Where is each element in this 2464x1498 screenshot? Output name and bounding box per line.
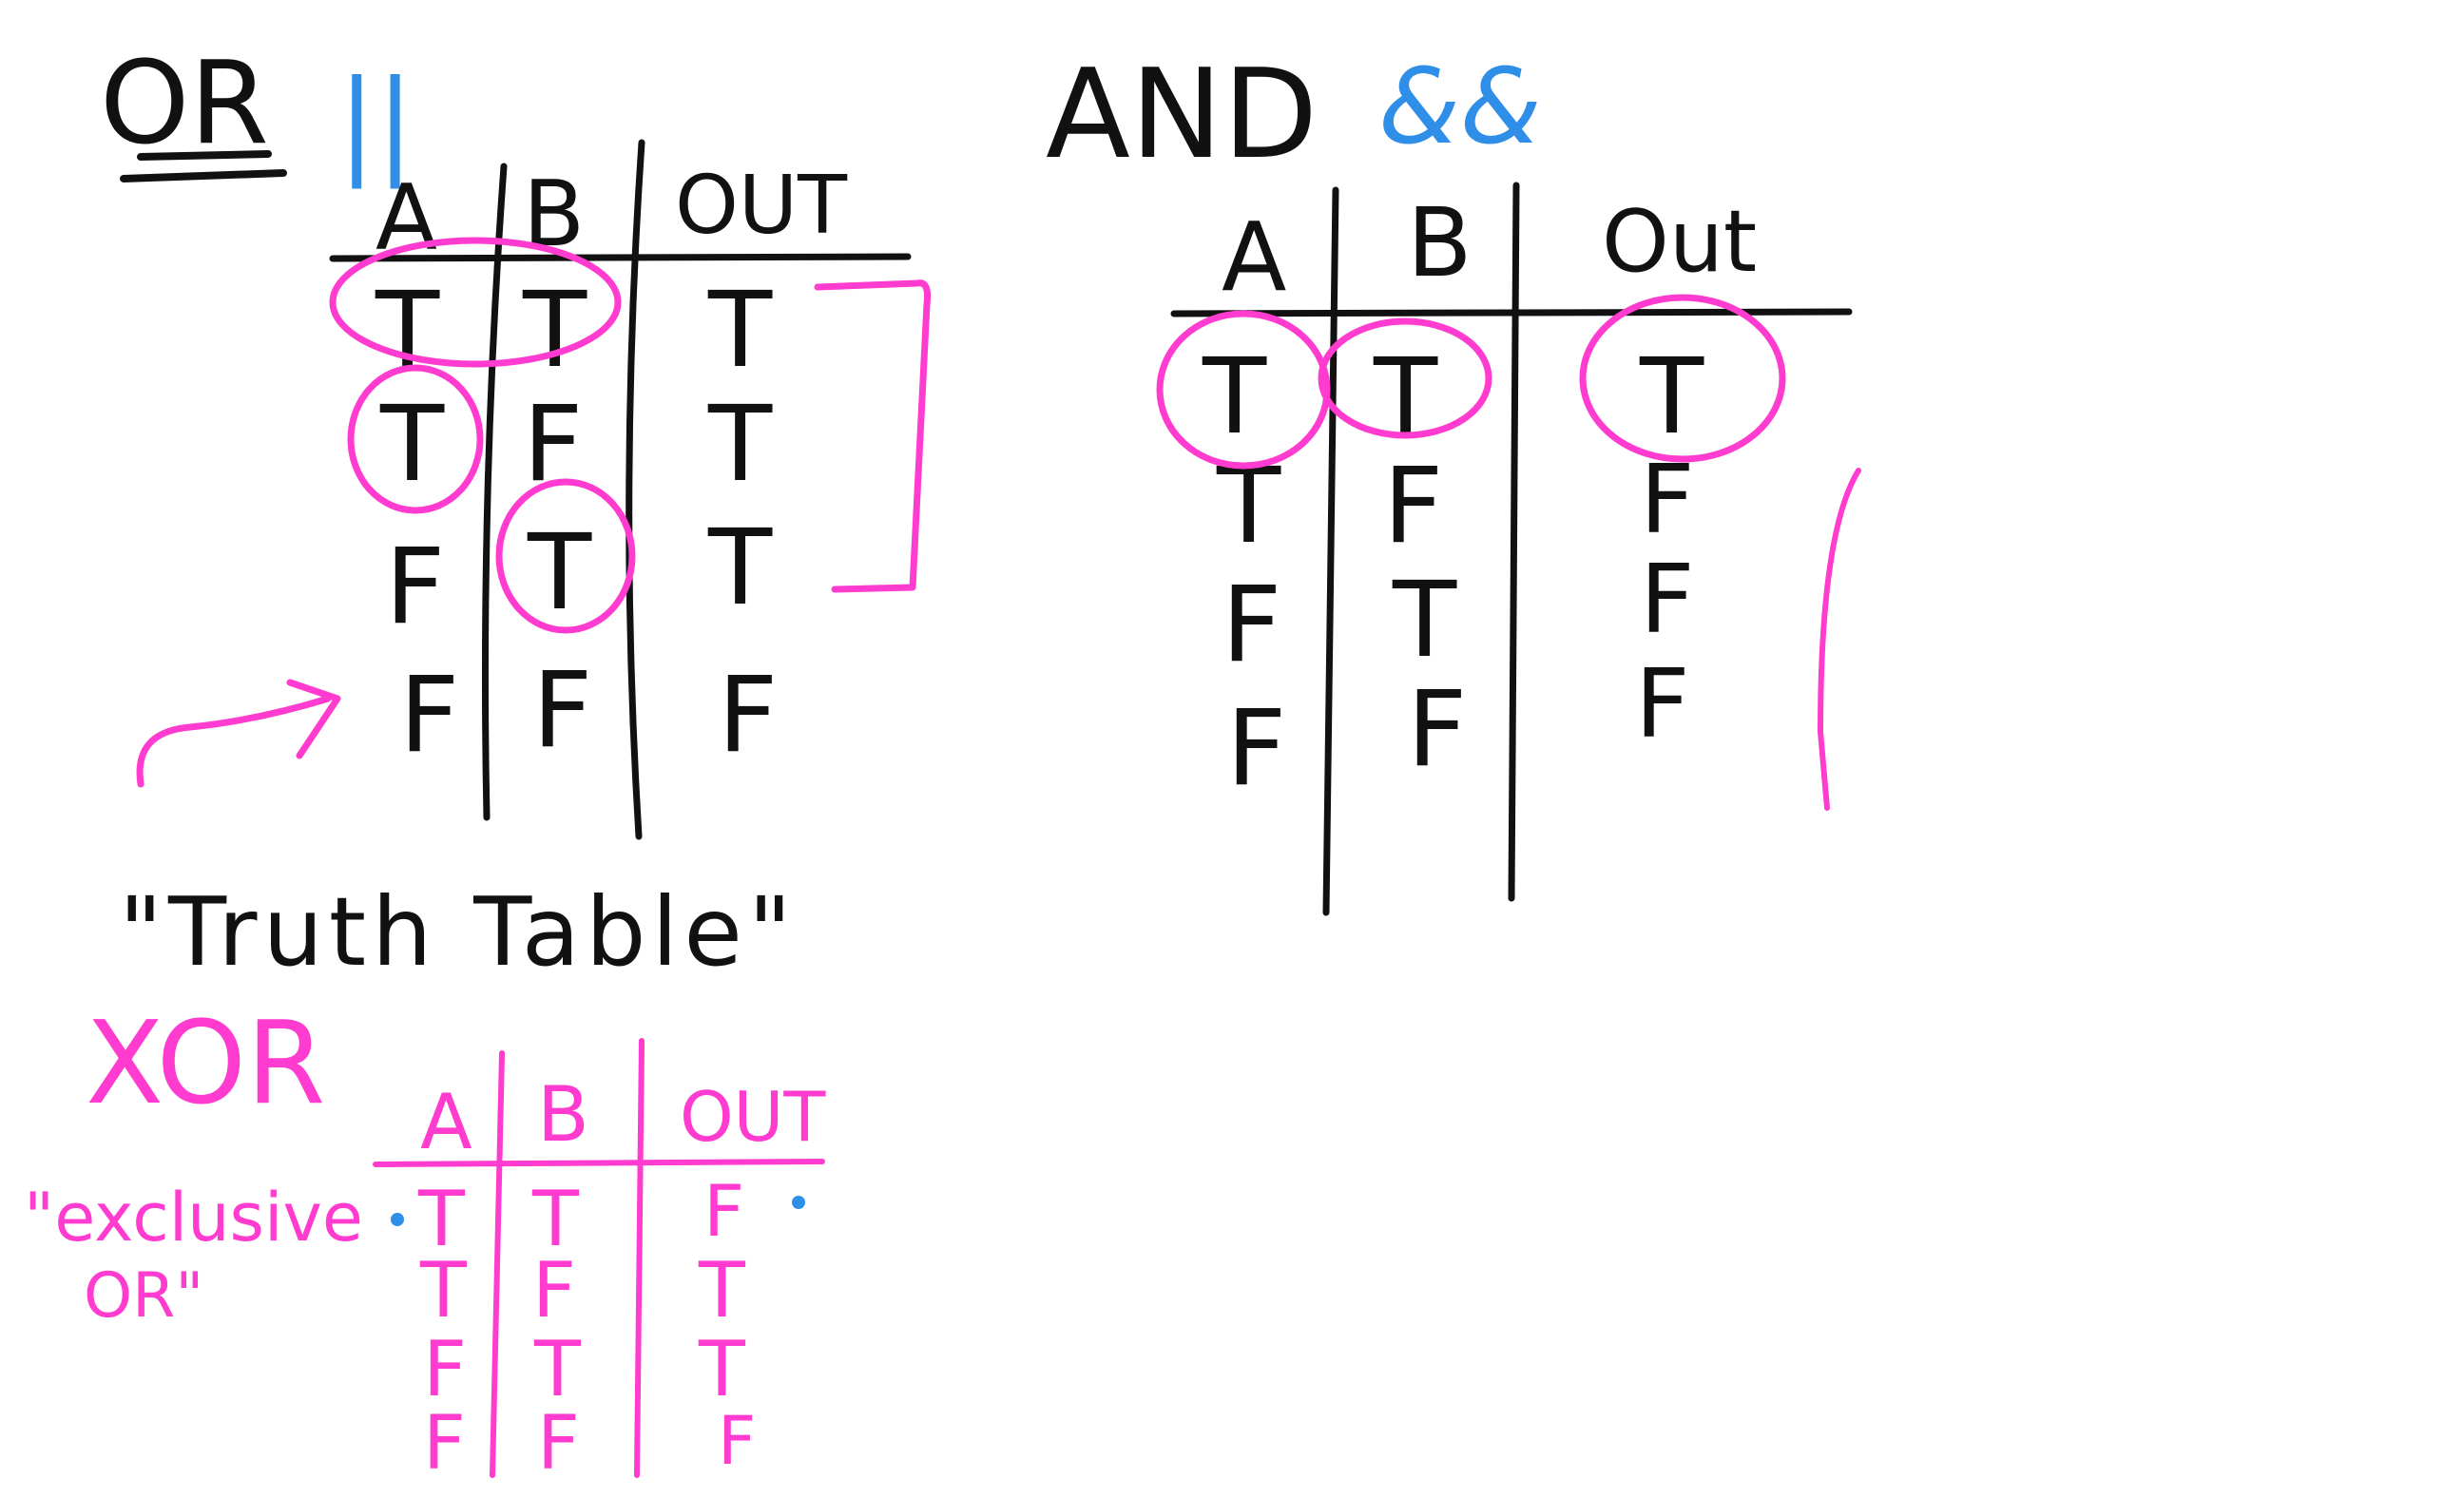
xor-column-divider-1 (490, 1050, 505, 1478)
and-highlight-a-circle (1156, 310, 1331, 470)
xor-column-divider-2 (634, 1038, 645, 1478)
or-row-4-b: F (532, 649, 592, 771)
or-row-2-out: T (707, 383, 773, 505)
and-operator: && (1378, 46, 1542, 167)
or-highlight-row-1-circle (329, 237, 622, 368)
xor-header-a: A (420, 1078, 472, 1166)
or-row-3-b: T (527, 511, 592, 633)
xor-header-b: B (537, 1070, 589, 1159)
and-row-4-a: F (1226, 687, 1286, 809)
and-row-4-out: F (1635, 648, 1690, 759)
xor-header-out: OUT (680, 1077, 826, 1157)
and-section: AND && A B Out T T T T F F F T F F F F (1046, 42, 1861, 916)
xor-row-4-out: F (718, 1402, 756, 1480)
and-column-divider-2 (1508, 182, 1520, 902)
xor-title: XOR (86, 998, 325, 1130)
or-title: OR (100, 38, 269, 170)
or-operator: || (337, 57, 414, 189)
or-row-3-a: F (385, 526, 445, 647)
xor-section: XOR "exclusive OR" A B OUT T T F T F T F… (24, 998, 826, 1487)
and-row-3-b: T (1392, 559, 1457, 681)
and-margin-stroke (1817, 468, 1861, 811)
xor-row-4-a: F (423, 1401, 466, 1487)
xor-row-1-b: T (531, 1175, 580, 1263)
or-true-rows-bracket (814, 279, 931, 593)
and-row-2-out: F (1640, 444, 1695, 555)
truth-table-caption: "Truth Table" (119, 876, 798, 988)
and-row-1-b: T (1373, 336, 1438, 457)
xor-row-3-out: T (698, 1325, 746, 1413)
xor-row-3-b: T (533, 1325, 582, 1413)
and-header-a: A (1222, 202, 1286, 313)
and-row-1-a: T (1202, 336, 1267, 457)
xor-row-2-b: F (532, 1246, 576, 1335)
and-row-2-b: F (1383, 445, 1443, 567)
or-row-1-b: T (522, 269, 587, 391)
or-title-underline (120, 150, 287, 182)
or-header-line (329, 253, 912, 262)
and-title: AND (1046, 42, 1318, 186)
and-row-3-a: F (1222, 564, 1281, 685)
or-row-4-a: F (399, 654, 459, 776)
xor-row-2-a: T (419, 1246, 468, 1335)
and-highlight-b-circle (1318, 317, 1492, 439)
or-header-out: OUT (675, 159, 848, 253)
and-header-b: B (1407, 187, 1473, 298)
or-row-1-out: T (707, 269, 773, 391)
xor-blue-dot-left (391, 1213, 404, 1226)
xor-row-3-a: F (423, 1325, 467, 1413)
or-highlight-row-2-a-circle (347, 364, 484, 514)
xor-note-line-1: "exclusive (24, 1179, 363, 1257)
and-header-out: Out (1602, 192, 1757, 292)
and-row-3-out: F (1640, 544, 1695, 655)
or-highlight-row-3-b-circle (495, 478, 636, 634)
or-row-3-out: T (707, 507, 773, 628)
and-row-4-b: F (1407, 668, 1467, 790)
and-highlight-out-circle (1579, 294, 1786, 463)
or-row-4-out: F (718, 654, 778, 776)
or-row-2-a: T (379, 383, 445, 505)
or-column-divider-2 (626, 139, 645, 840)
or-column-divider-1 (481, 163, 508, 821)
xor-row-1-out: F (703, 1169, 744, 1253)
or-arrow-icon (136, 679, 341, 788)
xor-note-line-2: OR" (84, 1260, 203, 1332)
xor-blue-dot-right (792, 1196, 805, 1209)
and-column-divider-1 (1322, 186, 1339, 916)
xor-row-2-out: T (698, 1246, 746, 1335)
or-section: OR || A B OUT T T T T F T F T T F F F (100, 38, 931, 840)
xor-row-4-b: F (537, 1401, 580, 1487)
and-row-1-out: T (1639, 336, 1704, 457)
xor-row-1-a: T (417, 1175, 466, 1263)
xor-header-line (373, 1159, 825, 1167)
